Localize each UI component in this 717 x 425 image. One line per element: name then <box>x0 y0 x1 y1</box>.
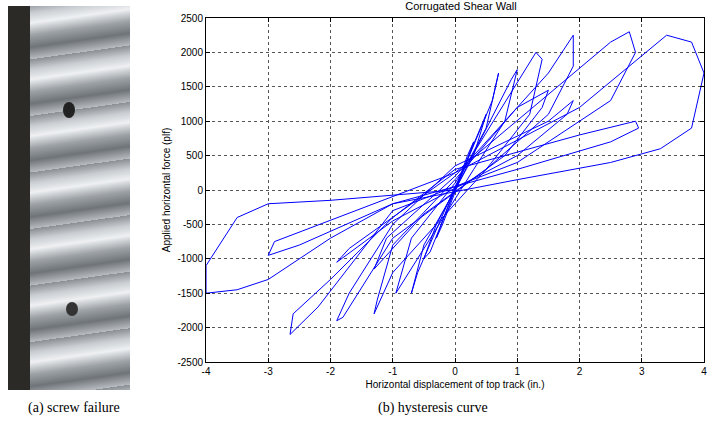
svg-text:2000: 2000 <box>181 47 204 58</box>
svg-text:500: 500 <box>186 150 203 161</box>
svg-text:0: 0 <box>452 366 458 377</box>
svg-text:-2: -2 <box>326 366 335 377</box>
svg-text:1: 1 <box>514 366 520 377</box>
svg-text:3: 3 <box>639 366 645 377</box>
svg-text:2500: 2500 <box>181 13 204 24</box>
svg-text:0: 0 <box>197 185 203 196</box>
svg-text:-1000: -1000 <box>177 253 203 264</box>
svg-text:Horizontal displacement of top: Horizontal displacement of top track (in… <box>366 379 545 390</box>
svg-text:1000: 1000 <box>181 116 204 127</box>
svg-text:Corrugated Shear Wall: Corrugated Shear Wall <box>405 0 516 12</box>
svg-text:-1: -1 <box>388 366 397 377</box>
svg-text:-2000: -2000 <box>177 322 203 333</box>
html-text:(a) screw failure: (a) screw failure <box>28 400 120 415</box>
svg-text:-1500: -1500 <box>177 288 203 299</box>
svg-text:-3: -3 <box>264 366 273 377</box>
svg-text:-2500: -2500 <box>177 357 203 368</box>
svg-text:Applied horizontal force (plf): Applied horizontal force (plf) <box>161 128 172 253</box>
svg-text:-500: -500 <box>183 219 203 230</box>
svg-text:4: 4 <box>701 366 707 377</box>
html-text:(b) hysteresis curve: (b) hysteresis curve <box>378 400 488 415</box>
svg-text:1500: 1500 <box>181 81 204 92</box>
svg-text:-4: -4 <box>202 366 211 377</box>
svg-text:2: 2 <box>577 366 583 377</box>
